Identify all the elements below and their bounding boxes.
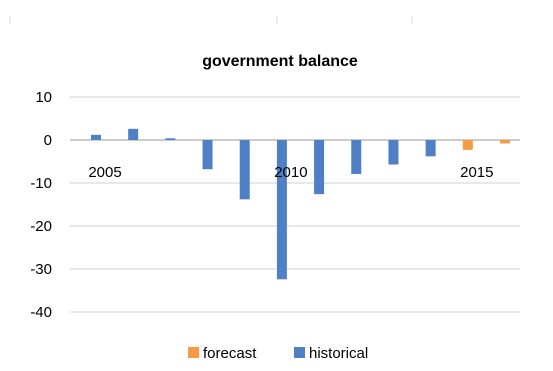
bar-historical-2014 xyxy=(425,140,436,157)
bar-historical-2011 xyxy=(314,140,325,195)
bar-historical-2006 xyxy=(128,128,139,140)
legend-swatch-forecast xyxy=(188,347,199,358)
bar-historical-2010 xyxy=(276,140,287,280)
bar-historical-2012 xyxy=(351,140,362,174)
chart-title: government balance xyxy=(202,53,358,70)
bar-forecast-2016 xyxy=(500,140,510,144)
bar-historical-2005 xyxy=(91,134,101,140)
y-tick-label: 0 xyxy=(44,132,52,149)
legend: forecast historical xyxy=(188,345,368,362)
y-tick-label: -40 xyxy=(30,304,52,321)
y-tick-label: -20 xyxy=(30,218,52,235)
bars xyxy=(91,128,510,280)
x-tick-label: 2005 xyxy=(88,164,121,181)
bar-forecast-2015 xyxy=(462,140,473,150)
y-tick-label: 10 xyxy=(35,89,52,106)
x-axis-tick-labels: 2005 2010 2015 xyxy=(88,164,493,181)
y-tick-label: -10 xyxy=(30,175,52,192)
bar-historical-2013 xyxy=(388,140,399,165)
x-tick-label: 2015 xyxy=(460,164,493,181)
x-tick-label: 2010 xyxy=(274,164,307,181)
legend-label-forecast: forecast xyxy=(203,345,257,362)
bar-historical-2007 xyxy=(165,138,176,140)
y-tick-label: -30 xyxy=(30,261,52,278)
bar-historical-2009 xyxy=(239,140,250,200)
legend-label-historical: historical xyxy=(309,345,368,362)
bar-historical-2008 xyxy=(202,140,213,170)
legend-swatch-historical xyxy=(294,347,305,358)
y-axis-tick-labels: 10 0 -10 -20 -30 -40 xyxy=(30,89,52,321)
gridlines xyxy=(70,96,520,313)
